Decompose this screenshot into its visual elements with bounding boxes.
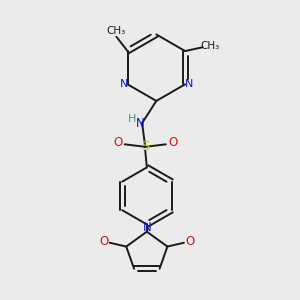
Text: N: N	[120, 79, 128, 89]
Text: S: S	[141, 140, 149, 153]
Text: H: H	[128, 114, 136, 124]
Text: N: N	[185, 79, 193, 89]
Text: O: O	[168, 136, 177, 149]
Text: CH₃: CH₃	[107, 26, 126, 36]
Text: N: N	[142, 221, 151, 234]
Text: O: O	[113, 136, 122, 149]
Text: O: O	[185, 235, 194, 248]
Text: O: O	[100, 235, 109, 248]
Text: CH₃: CH₃	[200, 41, 219, 51]
Text: N: N	[136, 117, 145, 130]
